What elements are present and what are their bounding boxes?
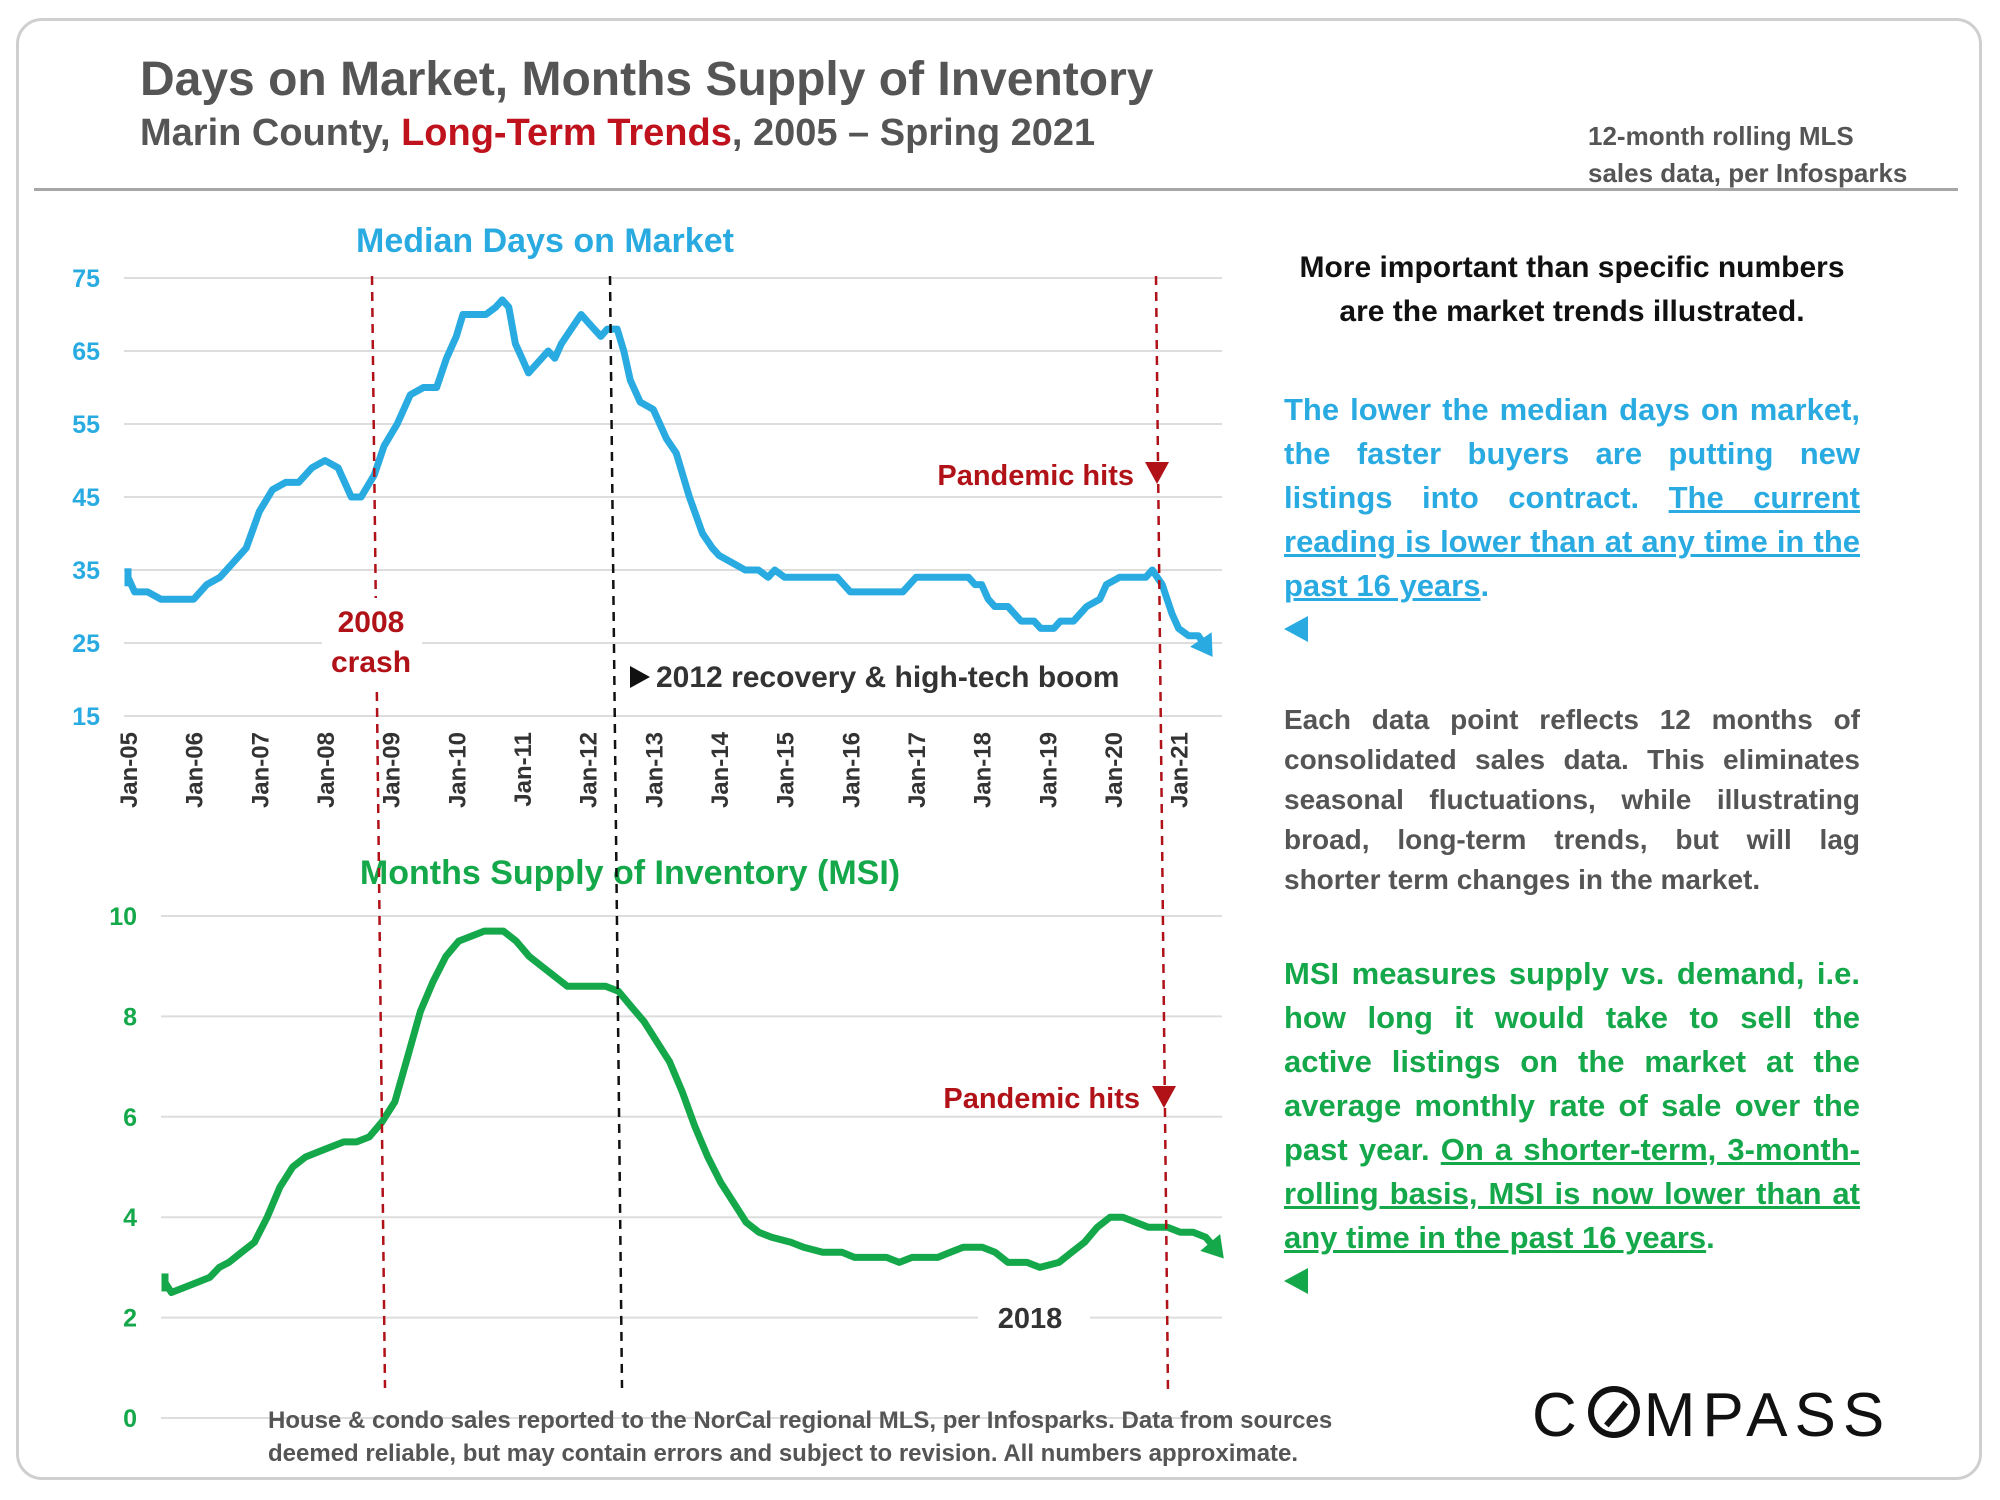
left-arrow-icon xyxy=(1284,1268,1308,1294)
left-arrow-icon xyxy=(1284,616,1308,642)
source-line-1: 12-month rolling MLS xyxy=(1588,121,1854,151)
year-2018-label: 2018 xyxy=(998,1303,1063,1335)
compass-o-icon xyxy=(1587,1386,1640,1438)
pandemic-line xyxy=(1154,275,1170,1393)
dom-x-tick-label: Jan-11 xyxy=(510,732,537,807)
dom-x-tick-label: Jan-19 xyxy=(1035,732,1062,808)
dom-x-tick-label: Jan-06 xyxy=(182,732,209,808)
dom-x-tick-label: Jan-21 xyxy=(1167,732,1194,808)
msi-end-arrow-icon xyxy=(1200,1234,1224,1259)
dom-y-tick-label: 65 xyxy=(72,338,100,366)
panel-data-note: Each data point reflects 12 months of co… xyxy=(1284,704,1860,895)
panel-msi-explainer: MSI measures supply vs. demand, i.e. how… xyxy=(1284,952,1860,1294)
subtitle-part-3: , 2005 – Spring 2021 xyxy=(731,112,1096,154)
recovery-2012-line xyxy=(608,275,624,1389)
compass-logo: C MPASS xyxy=(1532,1381,1892,1450)
dom-x-tick-label: Jan-09 xyxy=(379,732,406,808)
footnote-line-1: House & condo sales reported to the NorC… xyxy=(268,1407,1333,1434)
recovery-label: 2012 recovery & high-tech boom xyxy=(656,661,1119,694)
dom-x-tick-label: Jan-20 xyxy=(1101,732,1128,808)
crash-label-line-2: crash xyxy=(331,646,411,679)
panel-dom-explainer: The lower the median days on market, the… xyxy=(1284,388,1860,642)
msi-text: MSI measures supply vs. demand, i.e. how… xyxy=(1284,956,1860,1167)
dom-x-tick-label: Jan-15 xyxy=(773,732,800,808)
year-label-backdrop xyxy=(978,1298,1090,1338)
msi-highlight: On a shorter-term, 3-month-rolling basis… xyxy=(1284,1132,1860,1255)
dom-series-line xyxy=(124,296,1212,654)
dom-y-tick-label: 25 xyxy=(72,630,100,658)
msi-chart-title: Months Supply of Inventory (MSI) xyxy=(360,854,900,892)
pandemic-label-bottom: Pandemic hits xyxy=(943,1083,1140,1115)
page-subtitle: Marin County, Long-Term Trends, 2005 – S… xyxy=(140,112,1095,155)
source-note: 12-month rolling MLS sales data, per Inf… xyxy=(1588,118,1907,192)
msi-series-line xyxy=(161,927,1223,1296)
dom-text-end: . xyxy=(1480,568,1490,603)
dom-x-tick-label: Jan-05 xyxy=(116,732,143,808)
recovery-arrow-icon xyxy=(630,666,650,688)
msi-y-tick-label: 2 xyxy=(123,1305,137,1333)
panel-intro: More important than specific numbers are… xyxy=(1299,251,1845,328)
footnote: House & condo sales reported to the NorC… xyxy=(268,1404,1332,1470)
page-title: Days on Market, Months Supply of Invento… xyxy=(140,53,1154,106)
crash-label-line-1: 2008 xyxy=(338,606,405,639)
dom-x-tick-label: Jan-13 xyxy=(641,732,668,808)
dom-x-tick-label: Jan-16 xyxy=(838,732,865,808)
pandemic-label-top: Pandemic hits xyxy=(937,460,1134,492)
dom-x-tick-label: Jan-07 xyxy=(247,732,274,808)
dom-x-tick-label: Jan-17 xyxy=(904,732,931,808)
msi-text-end: . xyxy=(1706,1220,1715,1255)
msi-y-tick-label: 8 xyxy=(123,1003,137,1031)
crash-label-backdrop xyxy=(322,598,422,686)
dom-highlight: The current reading is lower than at any… xyxy=(1284,480,1860,603)
footnote-line-2: deemed reliable, but may contain errors … xyxy=(268,1440,1299,1467)
dom-x-tick-label: Jan-10 xyxy=(444,732,471,808)
subtitle-part-1: Marin County, xyxy=(140,112,402,154)
charts-canvas: Median Days on Market Months Supply of In… xyxy=(72,222,1224,1433)
msi-y-tick-label: 6 xyxy=(123,1104,137,1132)
dom-chart-title: Median Days on Market xyxy=(356,222,734,260)
dom-end-arrow-icon xyxy=(1190,632,1213,657)
dom-y-tick-label: 15 xyxy=(72,703,100,731)
msi-y-tick-label: 0 xyxy=(123,1405,137,1433)
dom-y-tick-label: 55 xyxy=(72,411,100,439)
dom-y-tick-label: 75 xyxy=(72,265,100,293)
dom-y-tick-label: 45 xyxy=(72,484,100,512)
source-line-2: sales data, per Infosparks xyxy=(1588,158,1908,188)
dom-x-tick-label: Jan-14 xyxy=(707,731,734,808)
header-divider xyxy=(34,188,1958,191)
pandemic-down-arrow-icon xyxy=(1145,462,1169,484)
dom-x-tick-label: Jan-18 xyxy=(970,732,997,808)
dom-y-tick-label: 35 xyxy=(72,557,100,585)
dom-text: The lower the median days on market, the… xyxy=(1284,392,1860,515)
dom-x-tick-label: Jan-08 xyxy=(313,732,340,808)
card-frame xyxy=(16,18,1982,1480)
msi-y-tick-label: 4 xyxy=(123,1204,137,1232)
pandemic-down-arrow-icon xyxy=(1152,1086,1176,1108)
dom-x-tick-label: Jan-12 xyxy=(576,732,603,808)
subtitle-highlight: Long-Term Trends xyxy=(401,112,732,154)
msi-y-tick-label: 10 xyxy=(109,903,137,931)
